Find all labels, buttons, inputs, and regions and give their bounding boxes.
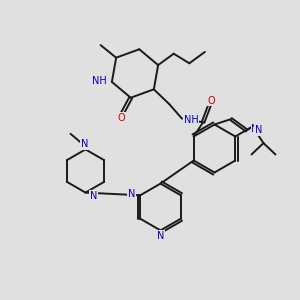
Text: N: N [251,124,259,134]
Text: NH: NH [184,115,199,125]
Text: NH: NH [92,76,106,86]
Text: N: N [157,231,164,241]
Text: N: N [81,139,88,149]
Text: O: O [117,113,125,123]
Text: O: O [208,96,215,106]
Text: N: N [128,189,135,199]
Text: N: N [90,190,97,201]
Text: N: N [255,125,262,135]
